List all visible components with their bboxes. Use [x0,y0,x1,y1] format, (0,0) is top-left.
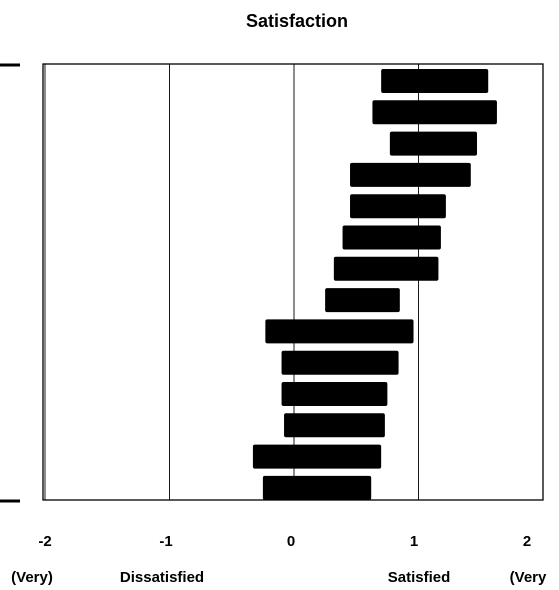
range-bar [252,444,382,469]
tick-label: 1 [410,533,418,550]
range-bar [333,256,439,281]
tick-label: -2 [38,533,51,550]
range-bar [381,69,489,93]
scale-label: Dissatisfied [120,569,204,586]
range-bar [372,100,497,125]
range-bar [281,350,399,375]
range-bar [342,225,441,250]
range-bar [265,319,414,344]
scale-label: (Very) [11,569,53,586]
tick-label: -1 [159,533,172,550]
range-bar [350,194,446,219]
chart-title: Satisfaction [246,11,348,31]
scale-labels: (Very) Dissatisfied Satisfied (Very [11,569,547,586]
plot-frame [42,63,544,501]
scale-label: (Very [510,569,547,586]
range-bars [252,69,497,500]
range-bar [350,162,471,187]
range-bar [281,382,388,406]
tick-labels: -2 -1 0 1 2 [38,533,531,550]
scale-label: Satisfied [388,569,451,586]
tick-label: 2 [523,533,531,550]
range-bar [284,413,385,438]
tick-label: 0 [287,533,295,550]
range-bar [325,288,400,313]
range-bar [389,131,478,156]
range-bar [262,475,372,500]
